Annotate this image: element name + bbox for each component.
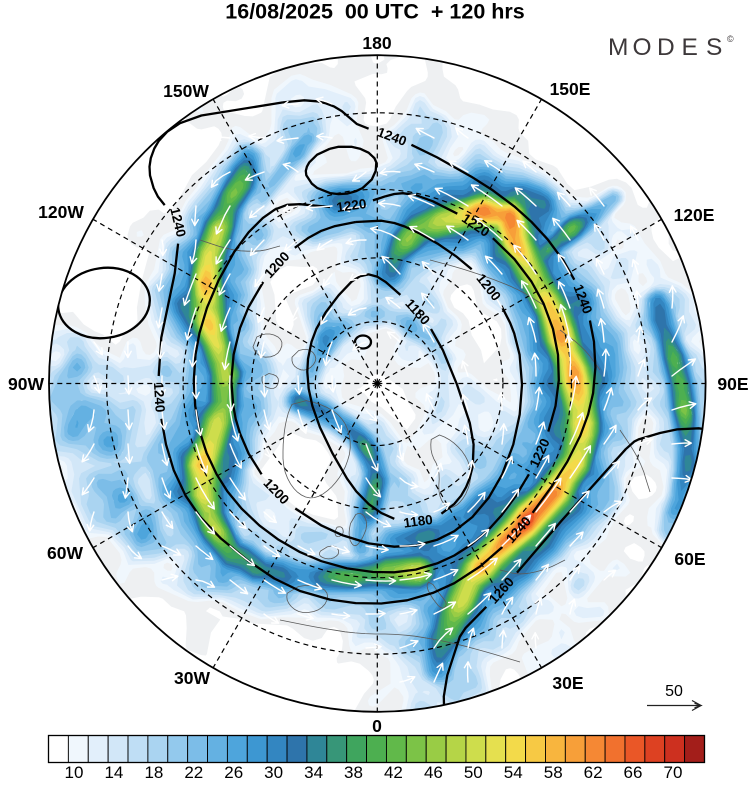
svg-text:30: 30 (264, 763, 283, 782)
svg-text:120E: 120E (674, 205, 715, 225)
svg-text:50: 50 (464, 763, 483, 782)
svg-text:58: 58 (544, 763, 563, 782)
svg-text:90E: 90E (717, 374, 748, 394)
svg-text:66: 66 (624, 763, 643, 782)
svg-text:150E: 150E (550, 79, 591, 99)
svg-text:0: 0 (372, 716, 382, 736)
svg-text:M: M (608, 34, 628, 61)
svg-text:1240: 1240 (167, 206, 189, 239)
svg-text:16/08/2025 00 UTC + 120 hrs: 16/08/2025 00 UTC + 120 hrs (225, 0, 524, 24)
svg-text:90W: 90W (8, 374, 44, 394)
svg-text:1240: 1240 (151, 382, 168, 413)
svg-text:60W: 60W (47, 543, 83, 563)
svg-text:120W: 120W (38, 202, 84, 222)
svg-text:S: S (706, 34, 722, 61)
svg-text:34: 34 (304, 763, 323, 782)
svg-text:46: 46 (424, 763, 443, 782)
svg-text:30E: 30E (552, 673, 583, 693)
svg-text:1180: 1180 (403, 512, 434, 531)
svg-text:60E: 60E (674, 549, 705, 569)
svg-text:22: 22 (184, 763, 203, 782)
svg-text:10: 10 (65, 763, 84, 782)
svg-text:38: 38 (344, 763, 363, 782)
svg-text:30W: 30W (174, 668, 210, 688)
svg-text:©: © (727, 34, 734, 44)
svg-text:26: 26 (224, 763, 243, 782)
svg-text:O: O (633, 34, 652, 61)
svg-text:70: 70 (664, 763, 683, 782)
svg-text:50: 50 (665, 683, 683, 700)
svg-text:1220: 1220 (335, 196, 367, 215)
svg-text:18: 18 (144, 763, 163, 782)
svg-text:62: 62 (584, 763, 603, 782)
svg-text:180: 180 (362, 33, 391, 53)
svg-text:E: E (682, 34, 698, 61)
svg-text:14: 14 (104, 763, 123, 782)
svg-text:42: 42 (384, 763, 403, 782)
svg-text:54: 54 (504, 763, 523, 782)
svg-text:D: D (657, 34, 675, 61)
svg-text:150W: 150W (163, 81, 209, 101)
